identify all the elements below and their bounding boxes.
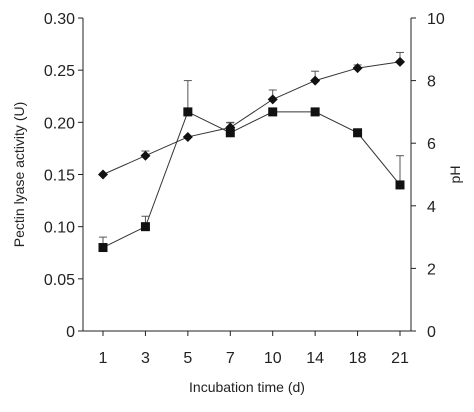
series-line xyxy=(102,111,401,248)
data-point-diamond xyxy=(310,75,321,86)
data-point-diamond xyxy=(267,94,278,105)
data-point-square xyxy=(310,107,320,117)
data-point-square xyxy=(225,128,235,138)
x-axis-title: Incubation time (d) xyxy=(189,379,305,395)
x-tick-label: 10 xyxy=(264,350,282,367)
x-tick-label: 3 xyxy=(141,350,150,367)
series-pectin-lyase xyxy=(98,80,405,253)
left-tick-label: 0.05 xyxy=(44,272,75,289)
axes xyxy=(82,18,412,332)
left-tick-label: 0.20 xyxy=(44,115,75,132)
x-tick-label: 5 xyxy=(183,350,192,367)
right-tick-label: 4 xyxy=(427,199,436,216)
data-point-square xyxy=(353,128,363,138)
x-tick-label: 14 xyxy=(306,350,324,367)
right-tick-label: 0 xyxy=(427,324,436,341)
data-point-diamond xyxy=(395,56,405,67)
left-tick-label: 0.25 xyxy=(44,63,75,80)
right-tick-label: 2 xyxy=(427,261,436,278)
right-tick-label: 10 xyxy=(427,11,445,28)
data-point-diamond xyxy=(352,63,363,74)
right-axis-ticks: 0 2 4 6 8 10 xyxy=(411,11,445,341)
data-point-square xyxy=(98,243,108,253)
data-point-diamond xyxy=(182,131,193,142)
left-tick-label: 0.10 xyxy=(44,220,75,237)
left-tick-label: 0.30 xyxy=(44,11,75,28)
left-axis-title: Pectin lyase activity (U) xyxy=(11,102,27,247)
left-tick-label: 0.15 xyxy=(44,168,75,185)
right-axis-title: pH xyxy=(447,166,463,184)
right-tick-label: 6 xyxy=(427,136,436,153)
data-point-diamond xyxy=(225,122,236,133)
x-tick-label: 1 xyxy=(99,350,108,367)
data-point-square xyxy=(395,180,405,190)
series-layer xyxy=(98,51,405,253)
series-ph xyxy=(98,51,405,180)
left-axis-ticks: 0 0.05 0.10 0.15 0.20 0.25 0.30 xyxy=(44,11,83,341)
data-point-diamond xyxy=(98,169,108,180)
x-tick-label: 21 xyxy=(391,350,409,367)
x-tick-label: 18 xyxy=(349,350,367,367)
x-tick-label: 7 xyxy=(226,350,235,367)
right-tick-label: 8 xyxy=(427,74,436,91)
data-point-diamond xyxy=(140,150,151,161)
left-tick-label: 0 xyxy=(66,324,75,341)
data-point-square xyxy=(183,107,193,117)
data-point-square xyxy=(268,107,278,117)
data-point-square xyxy=(140,222,150,232)
series-line xyxy=(102,61,401,175)
x-axis-ticks: 1 3 5 7 10 14 18 21 xyxy=(99,331,409,367)
